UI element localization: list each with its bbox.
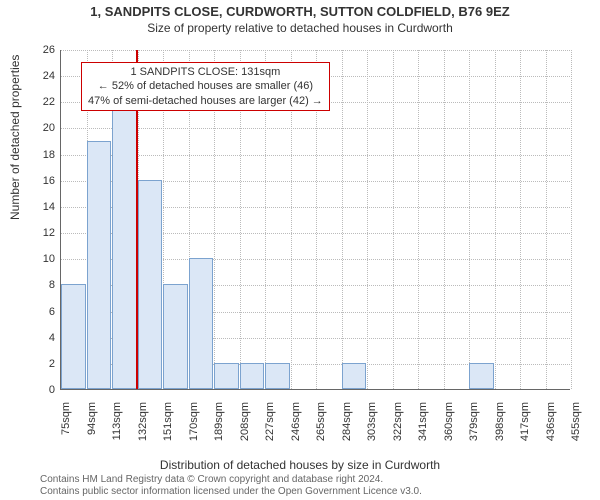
gridline-vertical [367,50,368,389]
histogram-bar [214,363,239,389]
histogram-bar [61,284,86,389]
histogram-bar [240,363,265,389]
x-tick-label: 398sqm [494,402,506,452]
gridline-vertical [571,50,572,389]
x-tick-label: 265sqm [315,402,327,452]
gridline-vertical [495,50,496,389]
y-tick-label: 26 [25,44,55,56]
histogram-bar [138,180,163,389]
y-tick-label: 4 [25,332,55,344]
x-tick-label: 227sqm [264,402,276,452]
gridline-vertical [444,50,445,389]
annotation-box: 1 SANDPITS CLOSE: 131sqm← 52% of detache… [81,62,330,111]
x-tick-label: 303sqm [366,402,378,452]
footnote: Contains HM Land Registry data © Crown c… [40,474,422,498]
y-tick-label: 10 [25,253,55,265]
annotation-line1: 1 SANDPITS CLOSE: 131sqm [88,65,323,79]
y-tick-label: 18 [25,149,55,161]
annotation-line2: ← 52% of detached houses are smaller (46… [88,79,323,93]
histogram-bar [342,363,367,389]
x-tick-label: 94sqm [86,402,98,452]
gridline-vertical [520,50,521,389]
gridline-vertical [469,50,470,389]
y-tick-label: 12 [25,227,55,239]
histogram-bar [163,284,188,389]
footnote-line2: Contains public sector information licen… [40,486,422,498]
x-tick-label: 189sqm [213,402,225,452]
y-tick-label: 20 [25,122,55,134]
x-tick-label: 208sqm [239,402,251,452]
x-tick-label: 417sqm [519,402,531,452]
y-tick-label: 22 [25,96,55,108]
histogram-bar [87,141,112,389]
x-tick-label: 341sqm [417,402,429,452]
y-axis-label: Number of detached properties [8,55,22,220]
x-tick-label: 151sqm [162,402,174,452]
histogram-bar [189,258,214,389]
annotation-line3: 47% of semi-detached houses are larger (… [88,94,323,108]
x-tick-label: 284sqm [341,402,353,452]
y-tick-label: 24 [25,70,55,82]
y-tick-label: 6 [25,306,55,318]
y-tick-label: 8 [25,279,55,291]
y-tick-label: 2 [25,358,55,370]
gridline-vertical [393,50,394,389]
gridline-vertical [342,50,343,389]
x-tick-label: 246sqm [290,402,302,452]
x-tick-label: 113sqm [111,402,123,452]
histogram-bar [469,363,494,389]
x-tick-label: 75sqm [60,402,72,452]
x-tick-label: 170sqm [188,402,200,452]
histogram-bar [265,363,290,389]
y-tick-label: 16 [25,175,55,187]
gridline-vertical [546,50,547,389]
x-tick-label: 132sqm [137,402,149,452]
footnote-line1: Contains HM Land Registry data © Crown c… [40,474,422,486]
y-tick-label: 0 [25,384,55,396]
x-tick-label: 436sqm [545,402,557,452]
y-tick-label: 14 [25,201,55,213]
x-tick-label: 360sqm [443,402,455,452]
chart: 0246810121416182022242675sqm94sqm113sqm1… [60,50,570,390]
x-tick-label: 322sqm [392,402,404,452]
plot-area: 0246810121416182022242675sqm94sqm113sqm1… [60,50,570,390]
page-title: 1, SANDPITS CLOSE, CURDWORTH, SUTTON COL… [0,0,600,19]
gridline-vertical [418,50,419,389]
histogram-bar [112,88,137,389]
x-axis-label: Distribution of detached houses by size … [0,458,600,472]
x-tick-label: 379sqm [468,402,480,452]
page-subtitle: Size of property relative to detached ho… [0,19,600,35]
x-tick-label: 455sqm [570,402,582,452]
